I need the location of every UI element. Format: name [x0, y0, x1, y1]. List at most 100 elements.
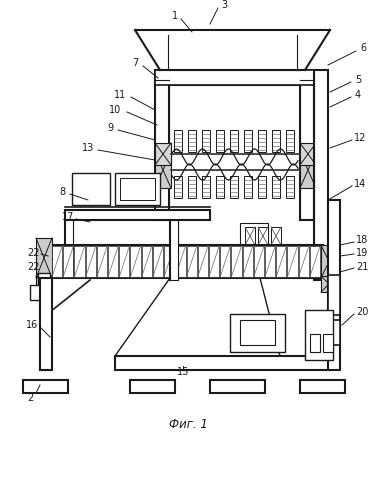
- Bar: [210, 380, 265, 393]
- Text: 22: 22: [27, 248, 39, 258]
- Bar: [130, 380, 175, 393]
- Bar: [23, 380, 68, 393]
- Bar: [202, 130, 210, 152]
- Bar: [271, 227, 281, 245]
- Bar: [254, 246, 264, 277]
- Bar: [299, 246, 309, 277]
- Bar: [170, 220, 178, 280]
- Bar: [153, 246, 163, 277]
- Text: 14: 14: [354, 179, 366, 189]
- Bar: [30, 285, 46, 300]
- Bar: [155, 70, 314, 85]
- Text: 22: 22: [27, 262, 39, 272]
- Bar: [286, 176, 294, 198]
- Bar: [321, 276, 337, 292]
- Bar: [240, 223, 268, 245]
- Bar: [97, 246, 107, 277]
- Bar: [216, 130, 224, 152]
- Bar: [240, 320, 275, 345]
- Bar: [243, 246, 253, 277]
- Bar: [142, 246, 152, 277]
- Text: 9: 9: [107, 123, 113, 133]
- Bar: [186, 246, 197, 277]
- Bar: [300, 70, 314, 220]
- Bar: [258, 130, 266, 152]
- Bar: [155, 70, 169, 220]
- Bar: [108, 246, 118, 277]
- Text: 6: 6: [360, 43, 366, 53]
- Text: 17: 17: [62, 212, 74, 222]
- Bar: [230, 130, 238, 152]
- Bar: [276, 246, 287, 277]
- Text: 5: 5: [355, 75, 361, 85]
- Text: 15: 15: [177, 367, 189, 377]
- Bar: [328, 320, 340, 345]
- Text: 1: 1: [172, 11, 178, 21]
- Bar: [265, 246, 275, 277]
- Bar: [244, 176, 252, 198]
- Bar: [155, 152, 171, 188]
- Bar: [230, 314, 285, 352]
- Bar: [220, 246, 230, 277]
- Bar: [175, 246, 185, 277]
- Bar: [300, 152, 316, 188]
- Text: 16: 16: [26, 320, 38, 330]
- Text: 13: 13: [82, 143, 94, 153]
- Bar: [52, 246, 62, 277]
- Polygon shape: [135, 30, 330, 70]
- Bar: [244, 130, 252, 152]
- Bar: [314, 70, 328, 280]
- Text: 2: 2: [27, 393, 33, 403]
- Text: 12: 12: [354, 133, 366, 143]
- Bar: [300, 143, 316, 165]
- Bar: [310, 334, 320, 352]
- Text: 7: 7: [132, 58, 138, 68]
- Bar: [231, 246, 241, 277]
- Bar: [36, 238, 52, 278]
- Text: 4: 4: [355, 90, 361, 100]
- Bar: [198, 246, 208, 277]
- Bar: [174, 130, 182, 152]
- Bar: [300, 380, 345, 393]
- Bar: [323, 334, 333, 352]
- Bar: [272, 130, 280, 152]
- Text: 20: 20: [356, 307, 368, 317]
- Bar: [328, 200, 340, 370]
- Bar: [36, 276, 52, 292]
- Bar: [286, 130, 294, 152]
- Bar: [188, 176, 196, 198]
- Text: 10: 10: [109, 105, 121, 115]
- Bar: [74, 246, 85, 277]
- Bar: [258, 227, 268, 245]
- Bar: [258, 176, 266, 198]
- Text: 18: 18: [356, 235, 368, 245]
- Bar: [321, 245, 337, 278]
- Bar: [115, 356, 330, 370]
- Bar: [272, 176, 280, 198]
- Bar: [174, 176, 182, 198]
- Bar: [38, 273, 50, 285]
- Text: 19: 19: [356, 248, 368, 258]
- Bar: [202, 176, 210, 198]
- Bar: [155, 143, 171, 165]
- Bar: [310, 246, 320, 277]
- Bar: [119, 246, 129, 277]
- Bar: [72, 173, 110, 205]
- Bar: [130, 246, 141, 277]
- Bar: [328, 275, 340, 315]
- Text: 21: 21: [356, 262, 368, 272]
- Bar: [40, 278, 52, 370]
- Bar: [230, 176, 238, 198]
- Bar: [164, 246, 174, 277]
- Bar: [40, 278, 50, 370]
- Bar: [63, 246, 73, 277]
- Bar: [305, 310, 333, 360]
- Bar: [86, 246, 96, 277]
- Bar: [115, 173, 160, 205]
- Bar: [120, 178, 155, 200]
- Bar: [188, 130, 196, 152]
- Bar: [65, 210, 210, 220]
- Text: 8: 8: [59, 187, 65, 197]
- Bar: [209, 246, 219, 277]
- Text: 11: 11: [114, 90, 126, 100]
